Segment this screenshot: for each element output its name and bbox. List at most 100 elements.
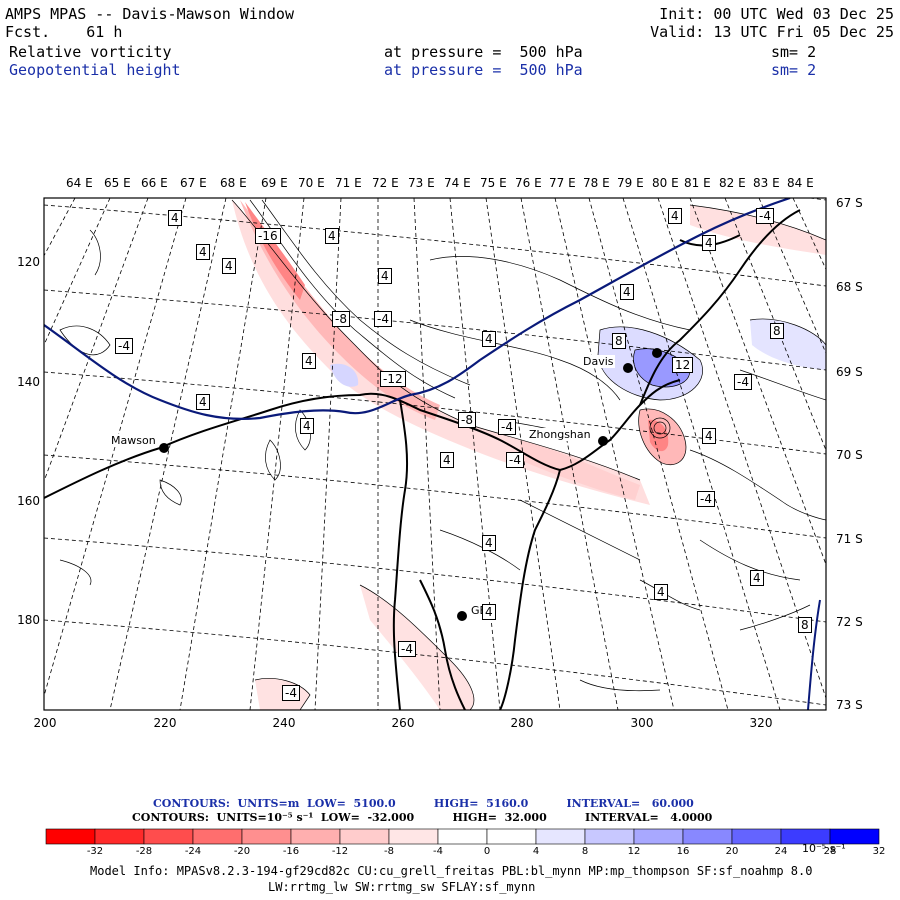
colorbar-tick: 20	[725, 846, 739, 857]
colorbar-swatch	[192, 828, 243, 845]
contour-label: -4	[756, 208, 774, 224]
vorticity-contour-legend: CONTOURS: UNITS=10⁻⁵ s⁻¹ LOW= -32.000 HI…	[132, 811, 713, 824]
contour-label: -4	[398, 641, 416, 657]
colorbar-swatch	[829, 828, 880, 845]
grid-y-label: 140	[17, 375, 40, 389]
station-label-davis: Davis	[582, 355, 615, 368]
contour-label: 4	[482, 331, 496, 347]
lon-label: 67 E	[180, 176, 207, 190]
colorbar-tick: 0	[483, 846, 491, 857]
lon-label: 72 E	[372, 176, 399, 190]
colorbar-tick: -12	[331, 846, 349, 857]
vorticity-contours	[59, 199, 826, 710]
lon-label: 77 E	[549, 176, 576, 190]
contour-label: -4	[282, 685, 300, 701]
colorbar-tick: -4	[433, 846, 443, 857]
grid-x-label: 240	[272, 716, 296, 730]
colorbar-tick: 8	[581, 846, 589, 857]
lon-label: 69 E	[261, 176, 288, 190]
contour-label: -4	[697, 491, 715, 507]
model-info-line2: LW:rrtmg_lw SW:rrtmg_sw SFLAY:sf_mynn	[268, 880, 536, 894]
contour-label: 4	[702, 235, 716, 251]
contour-label: 4	[654, 584, 668, 600]
colorbar-swatch	[45, 828, 96, 845]
map-frame	[43, 197, 827, 711]
colorbar-tick: -32	[86, 846, 104, 857]
contour-label: -4	[734, 374, 752, 390]
colorbar-swatch	[535, 828, 586, 845]
field2-name: Geopotential height	[9, 61, 181, 79]
colorbar-tick: 4	[532, 846, 540, 857]
contour-label: -4	[506, 452, 524, 468]
colorbar-tick: 16	[676, 846, 690, 857]
colorbar-tick: -8	[384, 846, 394, 857]
station-dot-gb	[457, 611, 467, 621]
lon-label: 83 E	[753, 176, 780, 190]
grid-x-label: 280	[510, 716, 534, 730]
grid-y-label: 160	[17, 494, 40, 508]
contour-label: -8	[332, 311, 350, 327]
lon-label: 76 E	[515, 176, 542, 190]
station-dot-zhongshan	[598, 436, 608, 446]
geopotential-height-contour	[44, 198, 791, 420]
field2-smoothing: sm= 2	[771, 61, 817, 79]
contour-label: -4	[498, 419, 516, 435]
contour-label: -8	[458, 412, 476, 428]
contour-label: 4	[620, 284, 634, 300]
lat-label: 72 S	[836, 615, 863, 629]
lon-label: 66 E	[141, 176, 168, 190]
contour-label: 8	[798, 617, 812, 633]
coastline	[44, 209, 821, 710]
grid-y-label: 180	[17, 613, 40, 627]
contour-label: 8	[612, 333, 626, 349]
lat-label: 73 S	[836, 698, 863, 712]
lat-label: 68 S	[836, 280, 863, 294]
contour-label: 4	[222, 258, 236, 274]
colorbar-swatch	[682, 828, 733, 845]
lon-label: 78 E	[583, 176, 610, 190]
lon-label: 70 E	[298, 176, 325, 190]
station-dot-davis	[623, 363, 633, 373]
lon-label: 73 E	[408, 176, 435, 190]
colorbar-swatch	[388, 828, 439, 845]
contour-label: 4	[482, 535, 496, 551]
contour-label: 4	[750, 570, 764, 586]
grid-x-label: 260	[391, 716, 415, 730]
colorbar-swatch	[437, 828, 488, 845]
contour-label: 4	[300, 418, 314, 434]
lon-label: 71 E	[335, 176, 362, 190]
lat-label: 70 S	[836, 448, 863, 462]
grid-x-label: 300	[630, 716, 654, 730]
colorbar-swatch	[584, 828, 635, 845]
field1-name: Relative vorticity	[9, 43, 172, 61]
grid-x-label: 220	[153, 716, 177, 730]
colorbar-swatch	[143, 828, 194, 845]
colorbar-tick: -24	[184, 846, 202, 857]
lon-label: 84 E	[787, 176, 814, 190]
lon-label: 79 E	[617, 176, 644, 190]
station-label-mawson: Mawson	[110, 434, 157, 447]
forecast-hour: Fcst. 61 h	[5, 23, 123, 41]
colorbar-swatch	[241, 828, 292, 845]
contour-label: 4	[168, 210, 182, 226]
lon-label: 68 E	[220, 176, 247, 190]
contour-label: -16	[255, 228, 281, 244]
field1-level: at pressure = 500 hPa	[384, 43, 583, 61]
contour-label: 4	[482, 604, 496, 620]
station-dot-mawson	[159, 443, 169, 453]
colorbar-swatch	[290, 828, 341, 845]
grid-x-label: 320	[749, 716, 773, 730]
init-time: Init: 00 UTC Wed 03 Dec 25	[659, 5, 894, 23]
colorbar-tick: -28	[135, 846, 153, 857]
colorbar-tick: 24	[774, 846, 788, 857]
colorbar-swatch	[633, 828, 684, 845]
lat-label: 69 S	[836, 365, 863, 379]
lon-label: 65 E	[104, 176, 131, 190]
contour-label: 4	[668, 208, 682, 224]
lat-label: 71 S	[836, 532, 863, 546]
station-dot-davis-2	[652, 348, 662, 358]
valid-time: Valid: 13 UTC Fri 05 Dec 25	[650, 23, 894, 41]
